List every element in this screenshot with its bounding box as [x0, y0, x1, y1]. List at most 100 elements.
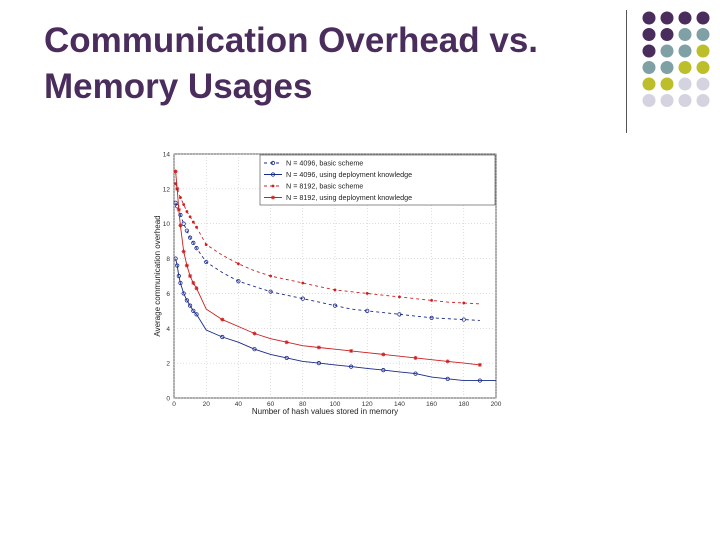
data-point — [381, 352, 386, 357]
series-line — [175, 258, 496, 382]
data-point — [181, 221, 186, 226]
data-point — [204, 243, 208, 247]
data-point — [178, 212, 183, 218]
data-point — [173, 256, 178, 261]
data-point — [194, 286, 199, 291]
data-point — [187, 303, 193, 308]
data-point — [284, 340, 289, 345]
data-point — [365, 292, 369, 295]
data-point — [397, 312, 402, 317]
slide-title-line2: Memory Usages — [44, 67, 313, 106]
legend-entry: N = 8192, using deployment knowledge — [286, 193, 412, 202]
data-point — [184, 263, 189, 268]
data-point — [173, 169, 178, 174]
data-point — [220, 334, 225, 340]
data-point — [176, 207, 181, 212]
legend-entry: N = 4096, using deployment knowledge — [286, 170, 412, 179]
x-tick-label: 200 — [491, 401, 502, 408]
decorative-dot — [696, 77, 710, 91]
data-point — [187, 235, 193, 240]
data-point — [178, 223, 183, 228]
data-point — [191, 220, 195, 224]
decorative-dot — [642, 28, 656, 41]
decorative-dot — [696, 11, 710, 25]
data-point — [269, 274, 272, 278]
decorative-dot — [642, 94, 656, 107]
y-tick-label: 14 — [163, 152, 171, 159]
data-point — [252, 331, 257, 336]
data-point — [184, 228, 189, 233]
data-point — [429, 315, 434, 320]
x-tick-label: 100 — [330, 401, 341, 408]
x-tick-label: 160 — [426, 401, 437, 408]
data-point — [188, 274, 193, 278]
decorative-dot — [678, 61, 692, 74]
slide-title-line1: Communication Overhead vs. — [44, 21, 539, 60]
data-point — [185, 210, 189, 213]
data-point — [236, 279, 241, 284]
y-tick-label: 10 — [163, 221, 171, 228]
data-point — [462, 301, 466, 305]
y-tick-label: 8 — [166, 256, 170, 263]
data-point — [178, 280, 183, 286]
data-point — [191, 280, 196, 285]
decorative-dot — [642, 61, 656, 74]
data-point — [194, 246, 199, 251]
data-point — [300, 296, 305, 301]
decorative-dot — [660, 28, 674, 41]
data-point — [477, 378, 482, 383]
legend: N = 4096, basic scheme N = 4096, using de… — [259, 154, 496, 206]
y-axis-label: Average communication overhead — [153, 215, 162, 336]
data-point — [176, 273, 181, 279]
x-tick-label: 0 — [172, 401, 176, 408]
y-tick-label: 6 — [166, 291, 170, 298]
x-tick-label: 180 — [458, 401, 469, 408]
data-point — [301, 281, 305, 285]
slide-title: Communication Overhead vs. Memory Usages — [44, 18, 604, 110]
decorative-dot — [678, 28, 692, 41]
data-point — [179, 196, 182, 199]
chart-container: 0 20 40 60 80 100 120 140 160 180 200 0 2 4 6 8 10 12 14 Nu… — [148, 148, 506, 426]
x-tick-label: 120 — [362, 401, 373, 408]
y-tick-label: 12 — [163, 186, 171, 193]
legend-entry: N = 8192, basic scheme — [286, 182, 363, 191]
line-chart: 0 20 40 60 80 100 120 140 160 180 200 0 2 4 6 8 10 12 14 Nu… — [153, 152, 502, 417]
series-2 — [173, 256, 496, 383]
data-point — [316, 345, 321, 350]
data-point — [332, 303, 338, 308]
data-point — [195, 225, 198, 229]
decorative-dot — [660, 77, 674, 91]
data-point — [477, 362, 482, 367]
legend-marker — [271, 184, 275, 188]
x-tick-label: 40 — [235, 401, 243, 408]
series-3 — [174, 182, 480, 305]
x-tick-label: 140 — [394, 401, 405, 408]
data-point — [333, 288, 337, 292]
data-point — [181, 249, 186, 254]
series-1 — [173, 200, 480, 322]
decorative-dot — [678, 44, 692, 58]
data-point — [204, 259, 209, 265]
data-point — [445, 359, 450, 364]
x-tick-label: 20 — [203, 401, 211, 408]
data-point — [316, 361, 321, 366]
data-point — [175, 186, 180, 191]
data-point — [184, 298, 189, 303]
decorative-dot — [642, 44, 656, 58]
series-line — [175, 202, 480, 321]
series-4 — [173, 169, 482, 367]
data-point — [413, 355, 418, 360]
data-point — [173, 200, 178, 205]
data-point — [381, 368, 386, 373]
data-point — [191, 240, 196, 245]
decorative-dot — [678, 94, 692, 107]
y-tick-label: 0 — [166, 396, 170, 403]
decorative-dot — [642, 77, 656, 91]
data-point — [365, 308, 370, 313]
x-tick-label: 80 — [299, 401, 307, 408]
data-point — [220, 317, 225, 322]
y-tick-label: 4 — [166, 326, 170, 333]
decorative-dot-grid — [642, 11, 710, 107]
legend-entry: N = 4096, basic scheme — [286, 159, 363, 168]
decorative-dot — [642, 11, 656, 25]
